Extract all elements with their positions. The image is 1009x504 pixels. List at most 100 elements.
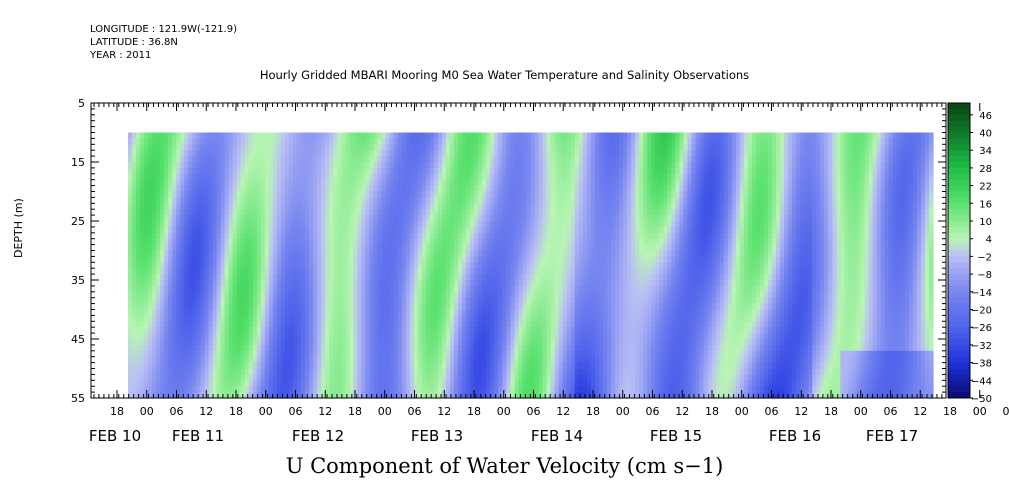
heatmap-cell — [216, 309, 222, 316]
heatmap-cell — [478, 221, 483, 228]
heatmap-cell — [558, 203, 564, 210]
heatmap-cell — [445, 215, 451, 222]
heatmap-cell — [236, 215, 242, 222]
heatmap-cell — [232, 268, 238, 275]
heatmap-cell — [325, 339, 330, 346]
heatmap-cell — [321, 250, 326, 257]
heatmap-cell — [450, 203, 455, 210]
heatmap-cell — [365, 333, 371, 340]
heatmap-cell — [325, 191, 330, 198]
heatmap-cell — [212, 238, 218, 246]
heatmap-cell — [397, 232, 403, 240]
heatmap-cell — [220, 274, 226, 281]
heatmap-cell — [506, 209, 511, 216]
heatmap-cell — [140, 374, 145, 381]
heatmap-cell — [289, 156, 294, 163]
heatmap-cell — [136, 315, 141, 322]
heatmap-cell — [417, 156, 423, 163]
heatmap-cell — [212, 262, 218, 269]
heatmap-cell — [429, 303, 435, 311]
heatmap-cell — [329, 297, 334, 305]
heatmap-cell — [385, 209, 391, 216]
heatmap-cell — [192, 327, 198, 334]
heatmap-cell — [317, 344, 322, 352]
heatmap-cell — [349, 132, 355, 139]
heatmap-cell — [526, 327, 532, 334]
heatmap-cell — [538, 327, 544, 334]
heatmap-cell — [425, 333, 431, 340]
heatmap-cell — [478, 321, 483, 328]
heatmap-cell — [180, 150, 185, 157]
heatmap-cell — [365, 327, 371, 334]
heatmap-cell — [156, 344, 161, 352]
heatmap-cell — [293, 179, 298, 187]
heatmap-cell — [389, 339, 395, 346]
heatmap-cell — [365, 344, 371, 352]
heatmap-cell — [373, 368, 379, 375]
heatmap-cell — [373, 250, 379, 257]
heatmap-cell — [542, 197, 548, 204]
heatmap-cell — [160, 173, 165, 181]
heatmap-cell — [341, 297, 346, 305]
heatmap-cell — [405, 244, 411, 252]
heatmap-cell — [437, 262, 443, 269]
heatmap-cell — [534, 167, 540, 175]
heatmap-cell — [470, 209, 475, 216]
heatmap-cell — [502, 268, 507, 275]
heatmap-cell — [313, 162, 318, 169]
heatmap-cell — [329, 362, 334, 370]
heatmap-cell — [470, 156, 475, 163]
heatmap-cell — [268, 232, 274, 240]
heatmap-cell — [417, 291, 423, 299]
heatmap-cell — [228, 215, 234, 222]
heatmap-cell — [172, 339, 177, 346]
heatmap-cell — [180, 386, 185, 393]
heatmap-cell — [417, 356, 423, 364]
heatmap-cell — [425, 386, 431, 393]
heatmap-cell — [470, 309, 475, 316]
heatmap-cell — [252, 221, 258, 228]
heatmap-cell — [413, 374, 419, 381]
heatmap-cell — [164, 291, 169, 299]
heatmap-cell — [413, 238, 419, 246]
heatmap-cell — [397, 303, 403, 311]
heatmap-cell — [566, 333, 572, 340]
heatmap-cell — [417, 339, 423, 346]
heatmap-cell — [260, 226, 266, 234]
heatmap-cell — [216, 203, 222, 210]
heatmap-cell — [490, 362, 495, 370]
heatmap-cell — [522, 315, 528, 322]
heatmap-cell — [482, 179, 487, 187]
heatmap-cell — [160, 268, 165, 275]
heatmap-cell — [437, 374, 443, 381]
heatmap-cell — [204, 250, 210, 257]
heatmap-cell — [389, 191, 395, 198]
heatmap-cell — [357, 374, 363, 381]
heatmap-cell — [268, 333, 274, 340]
heatmap-cell — [276, 321, 282, 328]
heatmap-cell — [381, 339, 387, 346]
heatmap-cell — [454, 333, 459, 340]
heatmap-cell — [240, 203, 246, 210]
heatmap-cell — [417, 232, 423, 240]
heatmap-cell — [385, 327, 391, 334]
heatmap-cell — [260, 238, 266, 246]
heatmap-cell — [437, 156, 443, 163]
heatmap-cell — [128, 215, 133, 222]
heatmap-cell — [526, 362, 532, 370]
heatmap-cell — [421, 297, 427, 305]
heatmap-cell — [458, 268, 463, 275]
heatmap-cell — [329, 285, 334, 293]
heatmap-cell — [518, 321, 524, 328]
heatmap-cell — [353, 392, 359, 399]
heatmap-cell — [264, 327, 270, 334]
heatmap-cell — [450, 339, 455, 346]
heatmap-cell — [216, 392, 222, 399]
heatmap-cell — [301, 144, 306, 151]
heatmap-cell — [140, 321, 145, 328]
heatmap-cell — [164, 244, 169, 252]
heatmap-cell — [224, 291, 230, 299]
heatmap-cell — [200, 138, 206, 145]
heatmap-cell — [252, 339, 258, 346]
heatmap-cell — [321, 321, 326, 328]
